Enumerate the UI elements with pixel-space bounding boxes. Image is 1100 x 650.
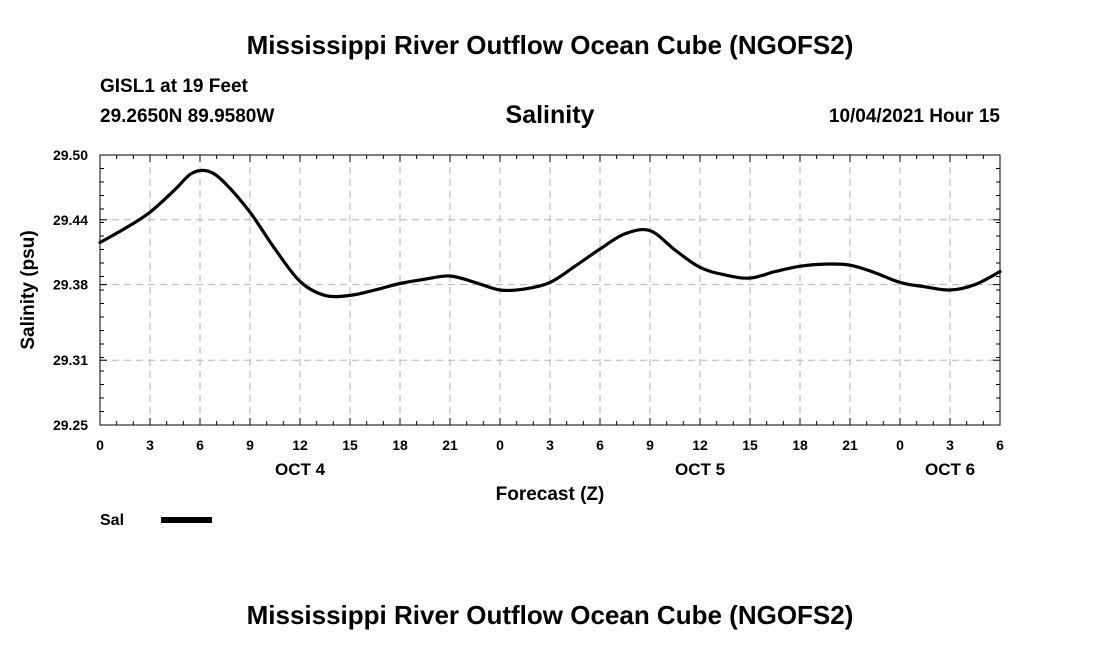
forecast-datetime: 10/04/2021 Hour 15 xyxy=(828,106,1000,127)
x-tick-label: 6 xyxy=(996,437,1004,453)
x-tick-label: 18 xyxy=(392,437,408,453)
x-tick-label: 6 xyxy=(196,437,204,453)
axis-ticks xyxy=(99,154,1001,426)
x-tick-label: 12 xyxy=(692,437,708,453)
x-tick-label: 0 xyxy=(96,437,104,453)
x-tick-label: 0 xyxy=(896,437,904,453)
series-line-sal xyxy=(98,168,1002,299)
x-tick-label: 0 xyxy=(496,437,504,453)
x-tick-label: 3 xyxy=(946,437,954,453)
y-tick-label: 29.44 xyxy=(53,212,88,228)
x-tick-label: 3 xyxy=(146,437,154,453)
footer-title: Mississippi River Outflow Ocean Cube (NG… xyxy=(246,600,854,630)
x-tick-label: 6 xyxy=(596,437,604,453)
chart-subtitle: Salinity xyxy=(505,101,595,129)
x-tick-label: 15 xyxy=(742,437,758,453)
legend-label-sal: Sal xyxy=(100,512,124,529)
x-tick-label: 3 xyxy=(546,437,554,453)
x-tick-label: 18 xyxy=(792,437,808,453)
x-tick-label: 21 xyxy=(842,437,858,453)
axis-labels: 0 3 6 9 12 15 18 21 0 3 6 9 12 15 18 21 0 3 6 29.25 29.31 29.… xyxy=(53,147,1004,479)
date-label: OCT 4 xyxy=(275,460,326,479)
date-label: OCT 6 xyxy=(925,460,975,479)
y-tick-label: 29.50 xyxy=(53,147,88,163)
x-axis-label: Forecast (Z) xyxy=(496,484,605,505)
station-label: GISL1 at 19 Feet xyxy=(100,76,248,97)
x-tick-label: 9 xyxy=(646,437,654,453)
date-label: OCT 5 xyxy=(675,460,725,479)
chart-title: Mississippi River Outflow Ocean Cube (NG… xyxy=(246,30,854,60)
x-tick-label: 21 xyxy=(442,437,458,453)
x-tick-label: 9 xyxy=(246,437,254,453)
x-tick-label: 15 xyxy=(342,437,358,453)
x-tick-label: 12 xyxy=(292,437,308,453)
y-tick-label: 29.31 xyxy=(53,352,88,368)
station-coords: 29.2650N 89.9580W xyxy=(100,106,275,127)
y-tick-label: 29.25 xyxy=(53,417,88,433)
y-axis-label: Salinity (psu) xyxy=(18,230,39,349)
y-tick-label: 29.38 xyxy=(53,277,88,293)
